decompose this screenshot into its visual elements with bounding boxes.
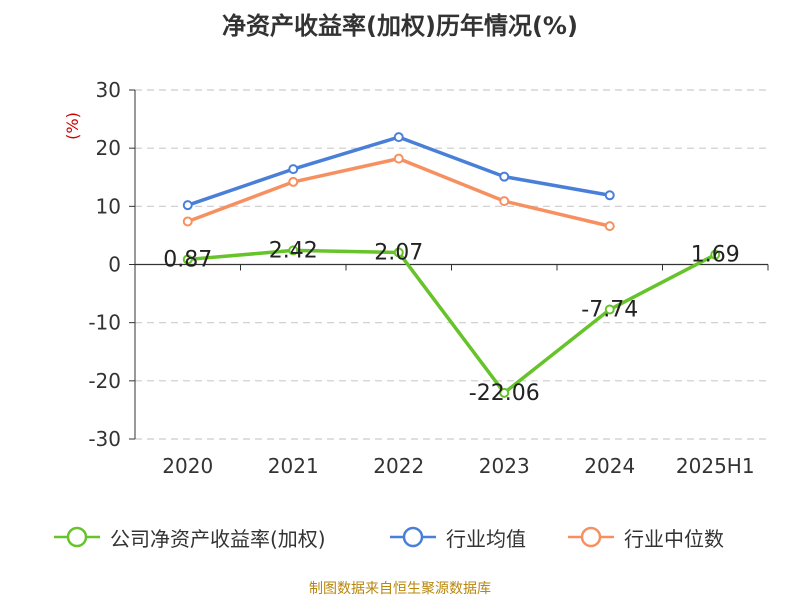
y-tick-label: -30	[88, 427, 121, 451]
x-tick-label: 2022	[373, 454, 424, 478]
legend-label: 行业均值	[446, 526, 526, 551]
data-point	[499, 171, 510, 182]
data-point	[393, 153, 404, 164]
source-note: 制图数据来自恒生聚源数据库	[309, 581, 491, 597]
data-point	[604, 304, 615, 315]
data-label: 2.07	[374, 240, 423, 265]
x-tick-label: 2025H1	[676, 454, 755, 478]
y-tick-label: -20	[88, 369, 121, 393]
legend-swatch-icon	[390, 526, 436, 548]
data-point	[182, 200, 193, 211]
x-tick-label: 2023	[479, 454, 530, 478]
y-tick-label: 20	[96, 136, 121, 160]
x-tick-label: 2020	[162, 454, 213, 478]
legend-label: 行业中位数	[624, 526, 724, 551]
data-point	[288, 245, 299, 256]
y-tick-label: 10	[96, 194, 121, 218]
series-line	[186, 135, 612, 207]
series-line	[186, 156, 612, 228]
x-tick-label: 2021	[268, 454, 319, 478]
legend-item[interactable]: 行业均值	[388, 520, 526, 554]
axis-layer: 30 20 10 0 -10 -20 -30 2020 2021 2022 2023 2024 2025…	[63, 78, 769, 478]
data-point	[604, 221, 615, 232]
data-label-layer: 0.87 2.42 2.07 -22.06 -7.74 1.69	[163, 238, 739, 405]
legend-swatch-icon	[54, 526, 100, 548]
y-tick-label: -10	[88, 311, 121, 335]
y-tick-label: 0	[108, 253, 121, 277]
legend-item[interactable]: 公司净资产收益率(加权)	[52, 520, 326, 554]
x-tick-label: 2024	[584, 454, 635, 478]
data-label: -7.74	[581, 298, 638, 323]
y-tick-label: 30	[96, 78, 121, 102]
legend-item[interactable]: 行业中位数	[566, 520, 724, 554]
legend-label: 公司净资产收益率(加权)	[110, 526, 326, 551]
data-point	[710, 249, 721, 260]
chart-title: 净资产收益率(加权)历年情况(%)	[222, 12, 578, 40]
series-layer	[182, 132, 721, 398]
series-line	[186, 248, 717, 395]
data-point	[393, 132, 404, 143]
data-point	[288, 164, 299, 175]
data-label: 1.69	[691, 243, 740, 268]
data-point	[604, 190, 615, 201]
data-point	[499, 387, 510, 398]
data-label: 0.87	[163, 247, 212, 272]
legend: 公司净资产收益率(加权) 行业均值 行业中位数	[0, 520, 800, 554]
data-label: -22.06	[469, 381, 540, 406]
data-point	[499, 196, 510, 207]
data-point	[393, 247, 404, 258]
y-axis-unit-label: (%)	[63, 112, 82, 140]
data-point	[182, 254, 193, 265]
data-point	[182, 216, 193, 227]
legend-swatch-icon	[568, 526, 614, 548]
data-point	[288, 176, 299, 187]
data-label: 2.42	[269, 238, 318, 263]
